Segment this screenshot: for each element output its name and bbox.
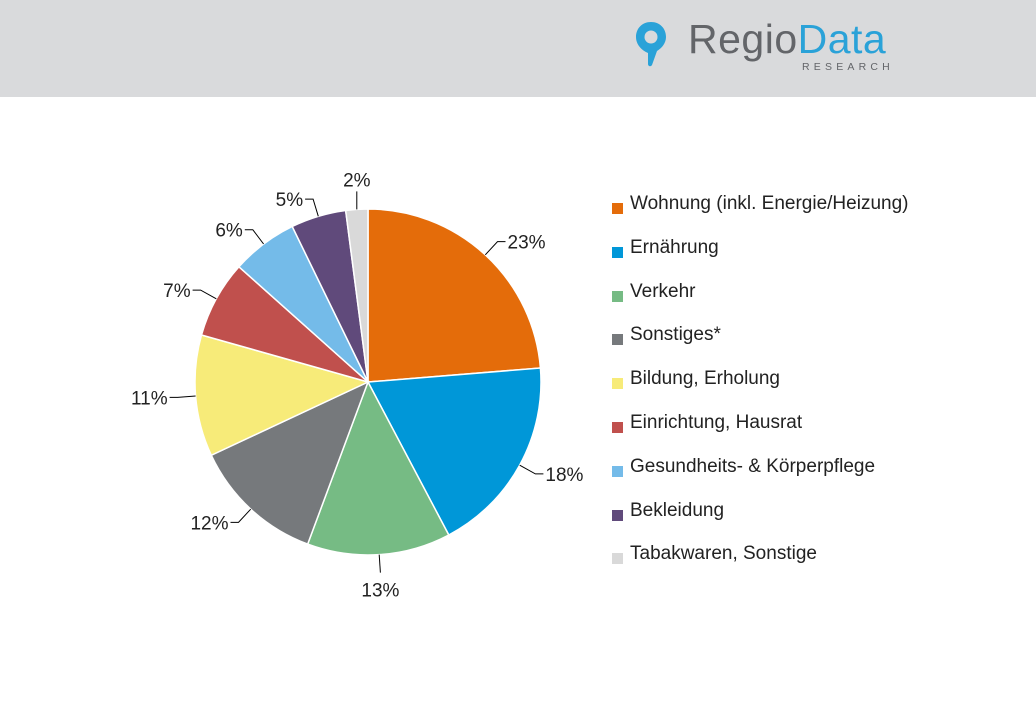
leader-line [519, 464, 544, 475]
chart-legend: Wohnung (inkl. Energie/Heizung) Ernährung… [612, 193, 908, 587]
legend-item[interactable]: Ernährung [612, 237, 908, 281]
legend-item[interactable]: Bildung, Erholung [612, 368, 908, 412]
legend-label: Einrichtung, Hausrat [630, 411, 803, 433]
pie-slice[interactable] [366, 367, 542, 536]
regiodata-logo[interactable]: RegioData RESEARCH [634, 16, 904, 78]
leader-line [305, 198, 319, 217]
legend-swatch [612, 334, 623, 346]
legend-label: Bildung, Erholung [630, 368, 780, 390]
header-bar: RegioData RESEARCH [0, 0, 1036, 97]
data-label: 13% [361, 581, 399, 602]
pie-chart: 23% 18% 13% 12% 11% 7% 6% 5% 2% [131, 170, 584, 601]
pie-slice[interactable] [367, 208, 542, 383]
legend-label: Ernährung [630, 236, 719, 258]
legend-item[interactable]: Bekleidung [612, 500, 908, 544]
legend-label: Bekleidung [630, 499, 725, 521]
legend-item[interactable]: Einrichtung, Hausrat [612, 412, 908, 456]
logo-tagline: RESEARCH [802, 61, 894, 73]
leader-line [169, 395, 196, 398]
data-label: 6% [215, 221, 243, 242]
data-label: 12% [190, 513, 228, 534]
legend-label: Gesundheits- & Körperpflege [630, 455, 876, 477]
legend-swatch [612, 378, 623, 390]
legend-swatch [612, 553, 623, 565]
leader-line [230, 508, 252, 523]
legend-item[interactable]: Wohnung (inkl. Energie/Heizung) [612, 193, 908, 237]
legend-item[interactable]: Verkehr [612, 281, 908, 325]
leader-line [484, 241, 506, 256]
legend-swatch [612, 203, 623, 214]
pie-slices [194, 208, 542, 556]
legend-swatch [612, 290, 623, 302]
data-label: 18% [545, 465, 583, 486]
data-label: 5% [276, 190, 304, 211]
pie-data-labels: 23% 18% 13% 12% 11% 7% 6% 5% 2% [131, 170, 584, 601]
pie-leader-lines [169, 191, 544, 573]
legend-label: Verkehr [630, 280, 696, 302]
legend-swatch [612, 246, 623, 258]
leader-line [192, 289, 217, 300]
leader-line [378, 554, 381, 573]
legend-label: Wohnung (inkl. Energie/Heizung) [630, 193, 909, 214]
legend-swatch [612, 465, 623, 477]
data-label: 7% [163, 281, 191, 302]
legend-item[interactable]: Tabakwaren, Sonstige [612, 543, 908, 587]
map-pin-icon [636, 22, 666, 67]
legend-label: Sonstiges* [630, 324, 721, 346]
pie-slice[interactable] [210, 380, 370, 546]
legend-item[interactable]: Gesundheits- & Körperpflege [612, 456, 908, 500]
logo-word-data: Data [797, 16, 887, 62]
legend-label: Tabakwaren, Sonstige [630, 543, 817, 565]
logo-word-regio: Regio [688, 16, 798, 62]
legend-item[interactable]: Sonstiges* [612, 324, 908, 368]
legend-swatch [612, 421, 623, 433]
legend-swatch [612, 509, 623, 521]
logo-wordmark: RegioData [688, 16, 886, 63]
data-label: 23% [508, 233, 546, 254]
leader-line [244, 229, 264, 245]
data-label: 2% [343, 170, 371, 191]
data-label: 11% [131, 388, 168, 409]
